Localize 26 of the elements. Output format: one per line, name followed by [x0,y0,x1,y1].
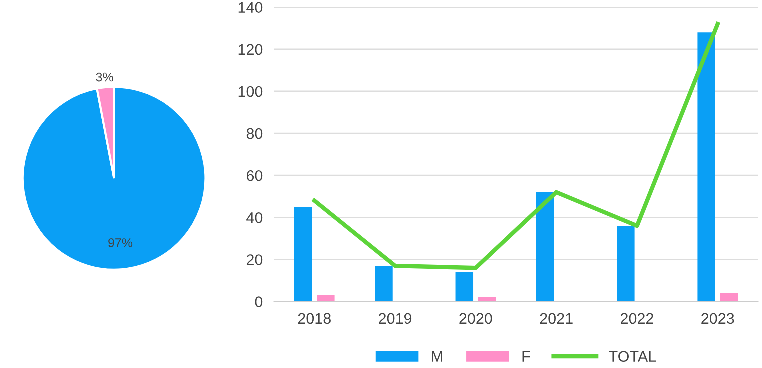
bar [698,32,716,302]
x-tick-label: 2020 [460,313,492,324]
data-label: 97% [108,238,133,248]
bar [294,207,312,302]
y-tick-label: 60 [246,170,263,182]
bar [536,192,554,302]
line-series [312,22,720,270]
y-tick-label: 120 [238,44,263,56]
legend-label: F [522,351,530,362]
x-tick-label: 2019 [379,313,412,324]
bar [456,272,474,302]
x-tick-label: 2021 [540,313,573,324]
bar [375,266,393,302]
legend-label: TOTAL [609,351,656,362]
y-tick-label: 80 [246,128,263,140]
legend-label: M [432,351,442,362]
y-tick-label: 20 [246,254,263,266]
x-tick-label: 2018 [298,313,331,324]
x-tick-label: 2023 [702,313,734,324]
y-tick-label: 100 [238,86,263,98]
bar [617,226,635,302]
x-tick-label: 2022 [621,313,654,324]
y-tick-label: 0 [255,296,263,308]
y-tick-label: 140 [238,2,263,14]
data-label: 3% [96,72,114,82]
y-tick-label: 40 [246,212,263,224]
